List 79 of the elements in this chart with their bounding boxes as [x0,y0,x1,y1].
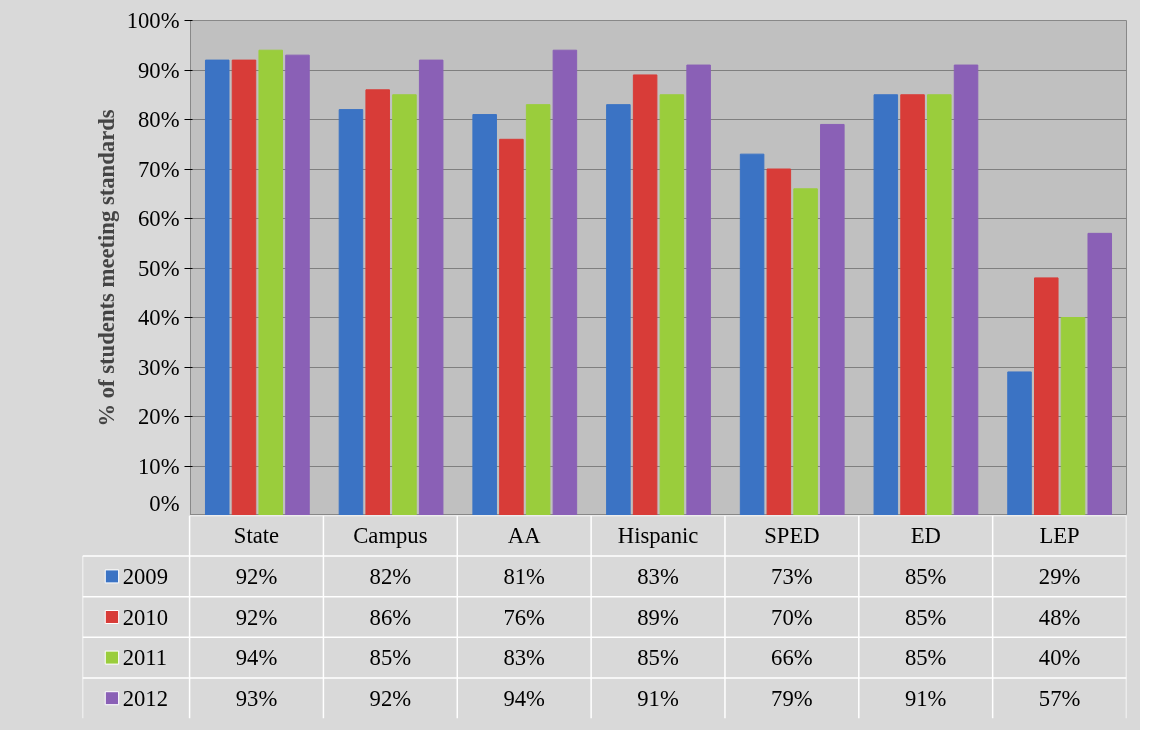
bar [204,59,230,515]
bar [1087,232,1113,515]
data-label: 70% [771,604,813,630]
data-label: 85% [369,645,412,671]
y-tick-label: 90% [137,57,180,83]
data-label: 93% [235,685,278,711]
y-tick-label: 50% [137,255,180,281]
bar [927,94,952,515]
data-label: 85% [904,563,947,589]
bar [873,94,899,515]
bar [231,59,257,515]
data-label: 92% [235,604,278,630]
bar [472,114,497,515]
x-tick-label: State [233,523,280,549]
bar [365,89,390,515]
x-tick-label: AA [507,523,542,549]
y-tick-label: 70% [137,156,180,182]
bar [418,59,444,515]
bar [686,64,711,515]
y-tick-label: 60% [137,206,180,231]
data-label: 85% [904,645,947,671]
y-tick-label: 100% [126,8,180,33]
x-tick-label: SPED [764,523,820,549]
data-label: 85% [904,604,947,630]
data-label: 91% [904,685,947,711]
data-label: 83% [503,645,546,671]
bar [659,94,685,515]
data-label: 73% [771,563,813,589]
data-label: 40% [1038,645,1081,671]
bar [606,104,631,515]
bar [1007,371,1032,515]
data-label: 92% [235,563,278,589]
data-label: 89% [637,604,679,630]
bar [793,188,818,515]
bar [338,109,364,515]
y-tick-label: 40% [137,305,180,330]
y-tick-label: 20% [137,404,180,429]
bar [525,104,551,515]
bar [552,49,578,515]
data-label: 94% [503,685,546,711]
x-tick-label: LEP [1039,523,1080,549]
data-label: 83% [637,563,679,589]
legend-label: 2009 [122,563,168,589]
legend-label: 2011 [122,645,168,671]
y-tick-label: 30% [137,354,180,380]
legend-label: 2012 [122,685,168,711]
data-label: 92% [369,685,412,711]
data-label: 79% [771,685,813,711]
data-label: 85% [637,645,679,671]
bar [953,64,979,515]
bar [900,94,925,515]
data-label: 82% [369,563,412,589]
x-tick-label: Hispanic [617,523,699,549]
y-tick-label: 10% [137,453,180,479]
bar [632,74,658,515]
data-label: 76% [503,604,546,630]
data-label: 29% [1038,563,1081,589]
bar [820,123,845,515]
bar [392,94,417,515]
bar [1034,277,1059,515]
y-tick-label: 80% [137,107,180,132]
bar [258,49,283,515]
x-tick-label: Campus [353,523,428,549]
data-label: 66% [771,645,813,671]
data-label: 86% [369,604,412,630]
legend-label: 2010 [122,604,168,630]
y-tick-label: 0% [149,490,180,516]
data-label: 57% [1038,685,1081,711]
data-label: 48% [1038,604,1081,630]
y-axis-title: % of students meeting standards [93,109,119,427]
bar [499,138,524,515]
data-label: 91% [637,685,679,711]
bar [285,54,310,515]
data-label: 81% [503,563,546,589]
bar [739,153,765,515]
bar [766,168,792,515]
bar [1060,317,1086,515]
x-tick-label: ED [910,523,941,549]
data-label: 94% [235,645,278,671]
